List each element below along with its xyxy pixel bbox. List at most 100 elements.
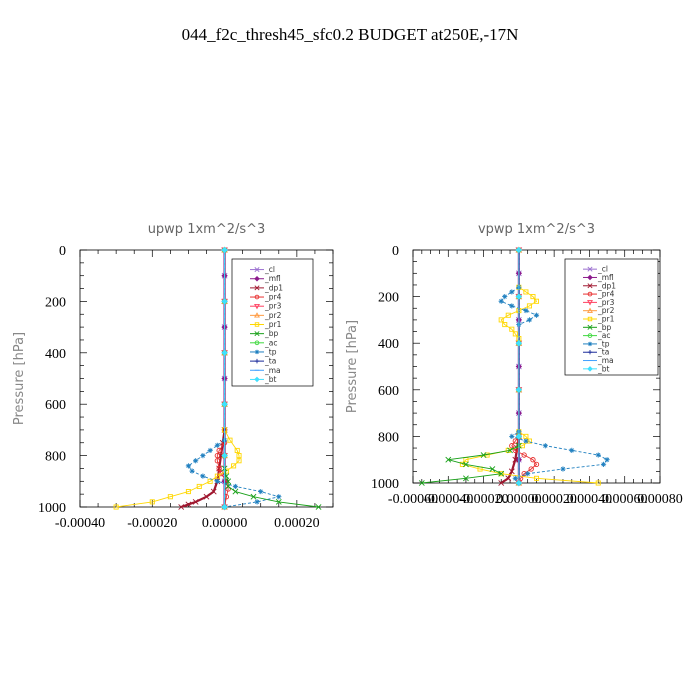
y-tick-label: 1000 <box>371 477 399 492</box>
data-point <box>234 447 240 453</box>
x-tick-label: -0.00040 <box>55 516 105 531</box>
legend-label: _pr2 <box>264 311 282 320</box>
data-point <box>480 452 487 458</box>
legend-label: _pr3 <box>597 298 615 307</box>
y-tick-label: 600 <box>378 384 399 399</box>
data-point <box>595 452 601 458</box>
legend-item: _dp1 <box>250 283 283 292</box>
data-point <box>505 312 511 318</box>
y-tick-label: 0 <box>392 244 399 259</box>
data-point <box>509 303 515 309</box>
x-tick-label: 0.00040 <box>567 492 613 507</box>
data-point <box>515 386 523 393</box>
legend-item: _ac <box>250 338 277 347</box>
legend-item: _cl <box>583 265 608 274</box>
data-point <box>533 461 540 468</box>
x-tick-label: -0.00040 <box>423 492 473 507</box>
data-point <box>193 458 199 464</box>
legend-label: _tp <box>264 347 277 356</box>
data-point <box>519 443 525 449</box>
data-point <box>185 463 192 469</box>
data-point <box>515 246 523 254</box>
data-point <box>221 503 228 511</box>
data-point <box>526 303 532 309</box>
legend-item: _pr1 <box>583 315 615 324</box>
data-point <box>214 478 220 484</box>
legend-item: _ma <box>583 356 614 365</box>
data-point <box>498 480 505 486</box>
data-point <box>512 438 518 444</box>
data-point <box>200 473 206 479</box>
data-point <box>196 483 202 489</box>
data-point <box>530 457 536 463</box>
legend-item: _cl <box>250 265 275 274</box>
data-point <box>189 468 195 474</box>
series-line <box>116 429 240 508</box>
data-point <box>275 498 282 505</box>
legend-label: _pr1 <box>597 315 615 324</box>
legend-item: _mfl <box>250 274 281 283</box>
series-dp1 <box>178 426 228 510</box>
data-point <box>525 471 531 477</box>
data-point <box>216 465 222 472</box>
data-point <box>231 463 237 469</box>
data-point <box>185 501 192 508</box>
data-point <box>232 488 239 495</box>
data-point <box>509 433 515 439</box>
data-point <box>509 326 515 332</box>
data-point <box>445 456 452 463</box>
legend-label: _pr3 <box>264 302 282 311</box>
data-point <box>569 447 575 453</box>
data-point <box>221 246 228 254</box>
legend-label: _mfl <box>597 273 614 282</box>
legend-item: _mfl <box>583 273 614 282</box>
legend-item: _tp <box>250 347 277 356</box>
series-bp <box>418 442 522 486</box>
data-point <box>530 294 536 300</box>
legend-label: _dp1 <box>597 281 616 290</box>
data-point <box>232 483 239 490</box>
data-point <box>604 457 610 463</box>
y-axis-label: Pressure [hPa] <box>12 332 27 425</box>
data-point <box>542 443 548 449</box>
data-point <box>509 443 515 449</box>
data-point <box>221 401 228 408</box>
data-point <box>533 298 540 304</box>
legend-item: _pr2 <box>583 306 615 315</box>
data-point <box>210 488 217 495</box>
legend-label: _ma <box>597 356 614 365</box>
data-point <box>512 456 519 463</box>
x-tick-label: 0.00060 <box>602 492 648 507</box>
data-point <box>521 452 527 458</box>
legend-item: _bt <box>583 364 610 373</box>
y-tick-label: 200 <box>45 295 66 310</box>
data-point <box>236 458 242 464</box>
data-point <box>178 504 185 510</box>
legend-label: _tp <box>597 339 610 348</box>
legend-label: _ac <box>264 338 277 347</box>
x-tick-label: -0.00060 <box>388 492 438 507</box>
page-title: 044_f2c_thresh45_sfc0.2 BUDGET at250E,-1… <box>182 25 519 44</box>
legend-label: _dp1 <box>264 283 283 292</box>
legend-item: _pr1 <box>250 320 282 329</box>
legend-label: _pr1 <box>264 320 282 329</box>
legend-label: _pr4 <box>597 290 615 299</box>
data-point <box>533 475 540 481</box>
data-point <box>185 489 191 495</box>
data-point <box>512 331 518 337</box>
legend-item: _pr4 <box>583 290 615 299</box>
legend-label: _bp <box>597 323 612 332</box>
data-point <box>508 468 515 475</box>
data-point <box>254 499 260 505</box>
data-point <box>515 433 523 440</box>
data-point <box>250 493 257 500</box>
y-tick-label: 1000 <box>38 501 66 516</box>
data-point <box>502 294 508 300</box>
series-line <box>224 468 319 508</box>
data-point <box>221 349 228 356</box>
data-point <box>512 475 518 481</box>
data-point <box>498 298 504 304</box>
y-tick-label: 800 <box>45 450 66 465</box>
series-line <box>216 442 229 508</box>
